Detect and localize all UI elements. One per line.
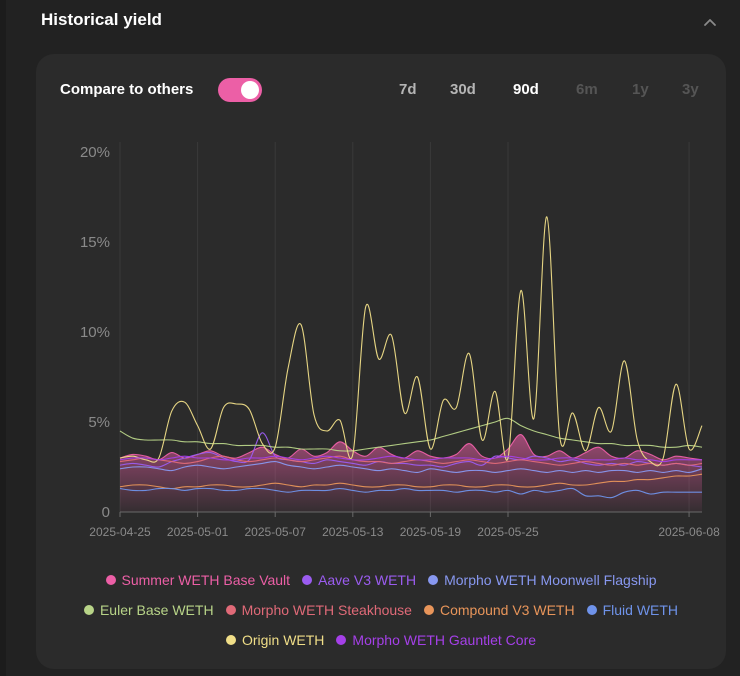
- legend-item-morpho-weth-moonwell-flagship[interactable]: Morpho WETH Moonwell Flagship: [428, 572, 657, 588]
- legend-row: Origin WETH Morpho WETH Gauntlet Core: [36, 625, 726, 655]
- legend-item-compound-v3-weth[interactable]: Compound V3 WETH: [423, 602, 575, 618]
- panel-title: Historical yield: [41, 10, 162, 29]
- legend-label: Summer WETH Base Vault: [121, 572, 291, 588]
- legend-item-morpho-weth-steakhouse[interactable]: Morpho WETH Steakhouse: [225, 602, 412, 618]
- x-tick-label: 2025-06-08: [658, 525, 720, 539]
- legend-dot-icon: [225, 635, 236, 645]
- historical-yield-panel: Historical yield Compare to others 7d 30…: [6, 0, 740, 676]
- compare-toggle[interactable]: [218, 78, 262, 102]
- x-tick-label: 2025-05-13: [322, 525, 384, 539]
- series-line-compound-v3-weth[interactable]: [119, 473, 703, 490]
- toggle-knob: [241, 81, 259, 99]
- range-tab-7d[interactable]: 7d: [399, 81, 417, 98]
- range-tab-90d[interactable]: 90d: [513, 81, 539, 98]
- legend-label: Aave V3 WETH: [318, 572, 417, 588]
- chart-card: Compare to others 7d 30d 90d 6m 1y 3y 20…: [36, 54, 726, 669]
- legend-dot-icon: [428, 575, 439, 585]
- legend-label: Morpho WETH Gauntlet Core: [352, 632, 537, 648]
- legend-row: Summer WETH Base Vault Aave V3 WETH Morpho…: [36, 565, 726, 595]
- legend-row: Euler Base WETH Morpho WETH Steakhouse Com…: [36, 595, 726, 625]
- range-tab-30d[interactable]: 30d: [450, 81, 476, 98]
- y-tick-label: 20%: [80, 144, 110, 161]
- range-tab-6m: 6m: [576, 81, 598, 98]
- yield-chart: 2025-04-25 2025-05-01 2025-05-07 2025-05-13…: [80, 142, 720, 539]
- axis-labels: 2025-04-25 2025-05-01 2025-05-07 2025-05-13…: [80, 144, 720, 539]
- legend-dot-icon: [586, 605, 597, 615]
- legend-dot-icon: [302, 575, 313, 585]
- series-line-euler-base-weth[interactable]: [119, 417, 703, 452]
- legend-label: Origin WETH: [241, 632, 325, 648]
- panel-header: Historical yield: [41, 8, 720, 34]
- legend-dot-icon: [105, 575, 116, 585]
- area-layer: [120, 434, 702, 512]
- legend-item-summer-weth-base-vault[interactable]: Summer WETH Base Vault: [105, 572, 291, 588]
- legend-item-euler-base-weth[interactable]: Euler Base WETH: [83, 602, 214, 618]
- x-tick-label: 2025-05-07: [245, 525, 307, 539]
- range-tab-1y: 1y: [632, 81, 649, 98]
- series-line-fluid-weth[interactable]: [119, 487, 702, 499]
- legend-label: Euler Base WETH: [99, 602, 214, 618]
- chevron-up-icon[interactable]: [700, 12, 720, 32]
- x-tick-label: 2025-05-25: [477, 525, 539, 539]
- legend-label: Morpho WETH Steakhouse: [241, 602, 412, 618]
- series-line-morpho-weth-gauntlet-core[interactable]: [119, 455, 702, 463]
- series-line-morpho-weth-moonwell-flagship[interactable]: [119, 461, 703, 473]
- y-tick-label: 0: [102, 504, 110, 521]
- legend-dot-icon: [225, 605, 236, 615]
- legend-label: Compound V3 WETH: [439, 602, 575, 618]
- legend-dot-icon: [336, 635, 347, 645]
- x-tick-label: 2025-04-25: [89, 525, 151, 539]
- series-line-morpho-weth-steakhouse[interactable]: [119, 455, 703, 466]
- y-tick-label: 5%: [88, 414, 110, 431]
- legend-item-aave-v3-weth[interactable]: Aave V3 WETH: [302, 572, 416, 588]
- chart-legend: Summer WETH Base Vault Aave V3 WETH Morpho…: [36, 565, 726, 655]
- series-line-origin-weth[interactable]: [119, 216, 703, 467]
- legend-dot-icon: [423, 605, 434, 615]
- legend-item-fluid-weth[interactable]: Fluid WETH: [586, 602, 679, 618]
- legend-item-morpho-weth-gauntlet-core[interactable]: Morpho WETH Gauntlet Core: [336, 632, 536, 648]
- compare-label: Compare to others: [60, 81, 194, 98]
- series-line-summer-weth-base-vault[interactable]: [119, 434, 703, 461]
- area-summer-weth-base-vault: [120, 434, 702, 512]
- y-tick-label: 15%: [80, 234, 110, 251]
- series-lines: [119, 216, 703, 499]
- legend-item-origin-weth[interactable]: Origin WETH: [225, 632, 325, 648]
- x-tick-label: 2025-05-19: [400, 525, 462, 539]
- legend-label: Morpho WETH Moonwell Flagship: [444, 572, 657, 588]
- x-tick-label: 2025-05-01: [167, 525, 229, 539]
- y-tick-label: 10%: [80, 324, 110, 341]
- legend-dot-icon: [83, 605, 94, 615]
- range-tab-3y: 3y: [682, 81, 699, 98]
- legend-label: Fluid WETH: [602, 602, 679, 618]
